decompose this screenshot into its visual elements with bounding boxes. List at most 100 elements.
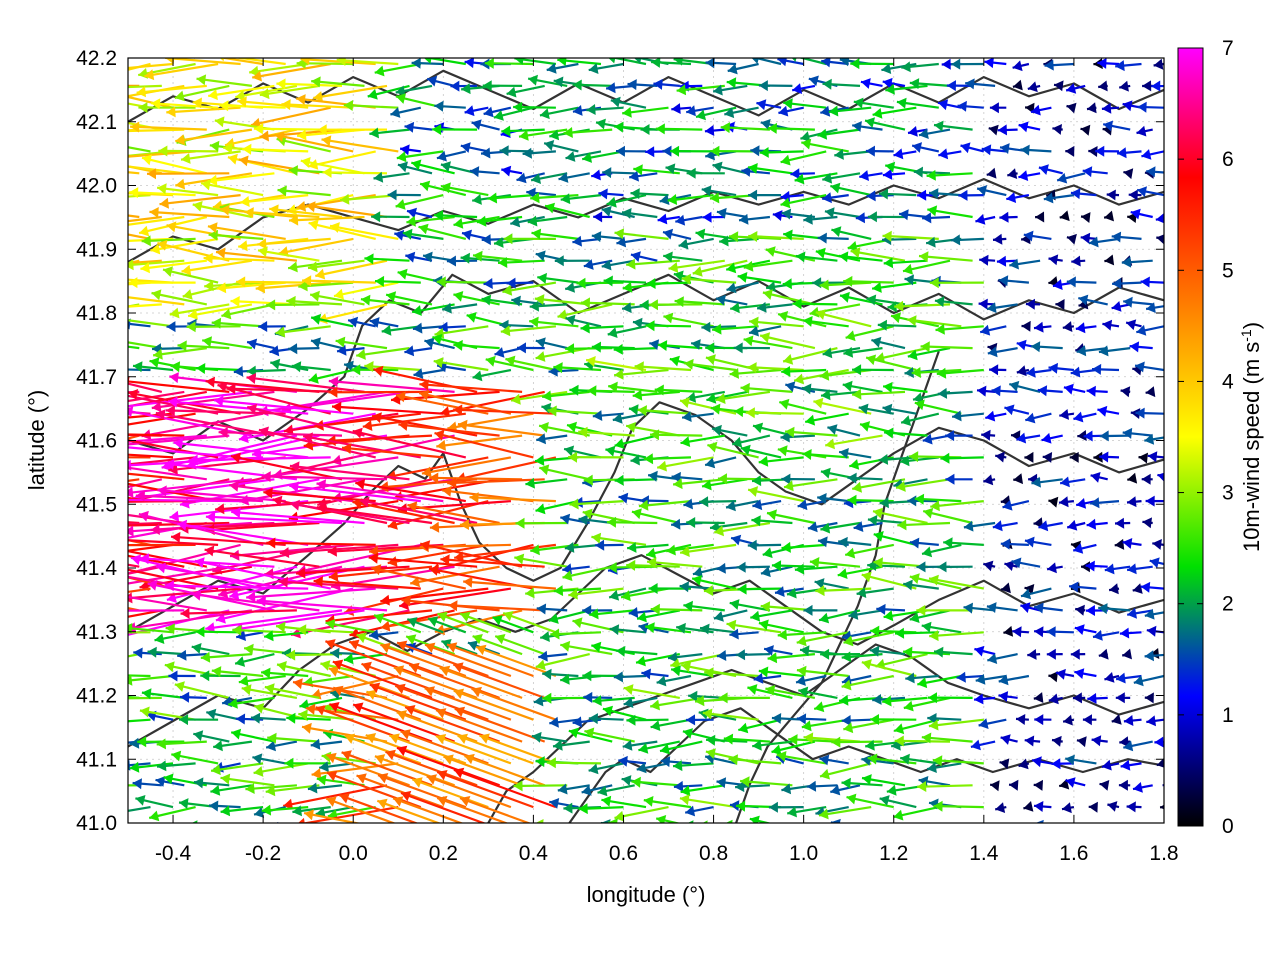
wind-arrow-head xyxy=(1142,517,1152,529)
wind-arrow-shaft xyxy=(261,475,388,481)
wind-arrow-head xyxy=(165,623,175,635)
wind-arrow-head xyxy=(177,519,188,531)
wind-arrow xyxy=(1102,319,1120,331)
wind-arrow xyxy=(343,100,399,111)
wind-arrow xyxy=(622,106,669,118)
wind-arrow xyxy=(1111,301,1131,312)
wind-arrow xyxy=(649,429,703,441)
wind-arrow xyxy=(308,219,376,240)
wind-arrow-shaft xyxy=(128,446,241,459)
wind-arrow-head xyxy=(917,189,927,201)
wind-arrow-head xyxy=(1002,499,1013,511)
wind-arrow-shaft xyxy=(165,58,241,66)
wind-arrow xyxy=(780,150,827,166)
wind-arrow-head xyxy=(834,148,844,160)
wind-arrow-head xyxy=(883,610,894,622)
wind-arrow-head xyxy=(193,58,195,59)
wind-arrow xyxy=(853,97,894,109)
wind-arrow xyxy=(1151,80,1164,92)
wind-arrow xyxy=(1140,581,1164,593)
wind-arrow-head xyxy=(560,193,571,205)
wind-arrow-shaft xyxy=(289,484,421,503)
wind-arrow-head xyxy=(787,806,797,818)
wind-arrow-head xyxy=(909,573,920,584)
wind-arrow-head xyxy=(258,321,268,332)
wind-arrow xyxy=(851,364,894,376)
wind-arrow-head xyxy=(1099,780,1110,791)
wind-arrow-head xyxy=(364,253,374,265)
wind-arrow-head xyxy=(614,810,625,822)
wind-arrow-head xyxy=(891,312,901,324)
wind-arrow-head xyxy=(121,832,131,843)
wind-arrow-head xyxy=(240,196,250,207)
wind-arrow-head xyxy=(820,768,830,780)
wind-arrow-shaft xyxy=(302,279,376,284)
wind-arrow-head xyxy=(63,446,72,457)
wind-arrow xyxy=(281,99,354,111)
wind-arrow xyxy=(945,473,973,485)
wind-arrow xyxy=(128,434,230,446)
wind-arrow-shaft xyxy=(274,133,354,153)
wind-arrow-head xyxy=(1066,233,1077,245)
grid-lines xyxy=(128,57,1165,824)
wind-arrow-head xyxy=(872,108,883,119)
wind-arrow-shaft xyxy=(128,319,174,328)
wind-arrow xyxy=(434,325,489,339)
wind-arrow-head xyxy=(1098,80,1108,92)
wind-arrow-head xyxy=(903,700,914,712)
wind-arrow-head xyxy=(676,622,686,634)
wind-arrow xyxy=(1009,380,1041,393)
wind-arrow xyxy=(516,342,545,354)
wind-arrow-head xyxy=(702,708,713,720)
wind-arrow-head xyxy=(638,622,649,634)
wind-arrow xyxy=(484,58,534,69)
wind-arrow xyxy=(128,623,174,634)
wind-arrow-head xyxy=(157,485,167,497)
wind-arrow xyxy=(1046,648,1063,660)
wind-arrow-head xyxy=(128,525,134,537)
wind-arrow xyxy=(975,673,1007,685)
wind-arrow-head xyxy=(1090,472,1101,483)
wind-arrow-head xyxy=(821,389,831,401)
wind-arrow-head xyxy=(692,566,703,578)
wind-arrow-head xyxy=(760,566,771,578)
wind-arrow-head xyxy=(1109,583,1119,595)
wind-arrow-shaft xyxy=(149,210,230,219)
wind-arrow xyxy=(609,624,647,636)
wind-arrow-head xyxy=(684,358,694,370)
wind-arrow-head xyxy=(1044,59,1054,71)
wind-arrow xyxy=(452,662,546,699)
wind-arrow-head xyxy=(288,343,298,355)
wind-arrow-head xyxy=(277,661,287,672)
wind-arrow-head xyxy=(426,774,437,785)
wind-arrow-head xyxy=(1127,472,1138,484)
wind-arrow xyxy=(978,298,996,310)
wind-arrow xyxy=(128,277,196,289)
wind-arrow-head xyxy=(220,204,230,216)
wind-arrow-head xyxy=(626,258,636,270)
wind-arrow xyxy=(629,170,658,182)
wind-arrow xyxy=(177,519,309,546)
wind-arrow-shaft xyxy=(386,456,489,479)
wind-arrow-head xyxy=(680,397,690,408)
wind-arrow xyxy=(140,259,207,274)
wind-arrow-head xyxy=(131,554,142,566)
wind-arrow-head xyxy=(780,431,790,443)
wind-arrow xyxy=(747,539,782,551)
wind-arrow-shaft xyxy=(407,503,500,525)
wind-arrow-head xyxy=(1119,627,1130,639)
wind-arrow-head xyxy=(315,268,326,280)
wind-arrow-head xyxy=(55,605,64,616)
wind-arrow xyxy=(366,689,444,721)
wind-arrow xyxy=(1080,124,1091,136)
wind-arrow-head xyxy=(1048,254,1059,266)
wind-arrow-head xyxy=(241,684,252,696)
wind-arrow-head xyxy=(911,367,921,378)
wind-arrow xyxy=(834,148,872,160)
wind-arrow xyxy=(705,58,737,69)
wind-arrow xyxy=(538,422,590,437)
wind-arrow xyxy=(897,519,951,531)
wind-arrow xyxy=(1123,740,1153,752)
wind-arrow-shaft xyxy=(288,215,365,222)
wind-arrow xyxy=(1097,58,1120,69)
